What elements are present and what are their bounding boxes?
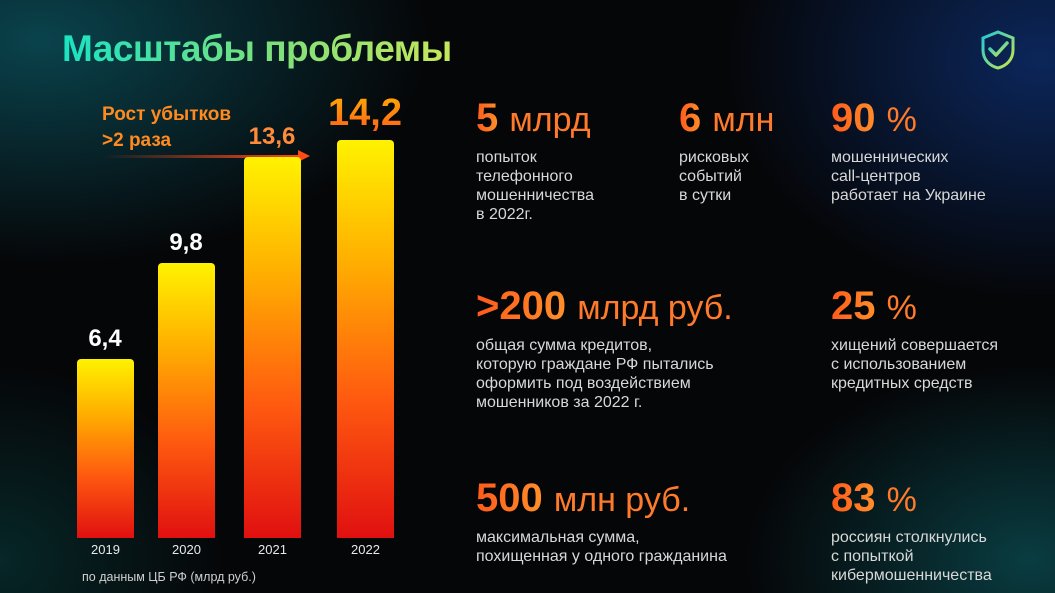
stat-number: 500 (476, 476, 543, 520)
stat-headline: 90 % (831, 96, 986, 142)
arrow-right-icon (298, 150, 310, 162)
stat-number: 25 (831, 284, 876, 328)
stat-block: 25 % хищений совершается с использованием к… (831, 284, 998, 393)
stat-number: 6 (679, 96, 702, 140)
stat-block: 500 млн руб. максимальная сумма, похищенна… (476, 476, 727, 566)
bar-2020 (158, 263, 215, 538)
stat-headline: 5 млрд (476, 96, 594, 142)
stat-description: хищений совершается с использованием креди… (831, 336, 998, 393)
stat-headline: 25 % (831, 284, 998, 330)
bar-value-label: 13,6 (248, 122, 296, 150)
stat-description: мошеннических call-центров работает на Укр… (831, 148, 986, 205)
page-title: Масштабы проблемы (62, 28, 452, 69)
stat-headline: 83 % (831, 476, 992, 522)
stat-description-line: работает на Украине (831, 187, 986, 204)
stat-description-line: событий (679, 168, 742, 185)
stat-headline: 6 млн (679, 96, 774, 142)
bar-2022 (337, 140, 394, 538)
stat-block: 5 млрд попыток телефонного мошенничества в 2… (476, 96, 594, 224)
stat-description-line: кредитных средств (831, 375, 973, 392)
stat-description-line: в 2022г. (476, 206, 533, 223)
stat-description: максимальная сумма, похищенная у одного г… (476, 528, 727, 566)
growth-line-1: Рост убытков (102, 104, 232, 125)
stat-unit: млрд руб. (577, 289, 733, 327)
bar-value-label: 9,8 (169, 229, 203, 257)
x-tick-label: 2019 (91, 542, 120, 557)
stat-description-line: кибермошенничества (831, 567, 992, 584)
stat-description-line: россиян столкнулись (831, 529, 987, 546)
stat-number: 83 (831, 476, 876, 520)
stat-block: 90 % мошеннических call-центров работает на… (831, 96, 986, 205)
stat-number: >200 (476, 284, 567, 328)
stat-description-line: в сутки (679, 187, 732, 204)
stat-unit: % (886, 289, 917, 327)
bar-2021 (244, 156, 301, 538)
stat-description-line: хищений совершается (831, 337, 999, 354)
growth-annotation: Рост убытков >2 раза (102, 102, 231, 154)
stat-description-line: попыток (476, 149, 537, 166)
stat-headline: 500 млн руб. (476, 476, 727, 522)
stat-description-line: максимальная сумма, (476, 529, 640, 546)
stat-block: 83 % россиян столкнулись с попыткой кибермо… (831, 476, 992, 585)
stat-description-line: мошенничества (476, 187, 595, 204)
stat-unit: % (886, 101, 917, 139)
bar-value-label: 14,2 (310, 92, 420, 135)
stat-description-line: телефонного (476, 168, 573, 185)
bar-2019 (77, 358, 134, 538)
stat-description-line: с использованием (831, 356, 967, 373)
stat-description: россиян столкнулись с попыткой кибермошенн… (831, 528, 992, 585)
stat-unit: млн руб. (553, 481, 691, 519)
stat-description: попыток телефонного мошенничества в 2022г. (476, 148, 594, 224)
stat-description-line: мошенников за 2022 г. (476, 394, 643, 411)
stat-unit: млн (712, 101, 775, 139)
stat-description-line: которую граждане РФ пытались (476, 356, 714, 373)
bar-value-label: 6,4 (88, 324, 122, 352)
stat-description-line: call-центров (831, 168, 921, 185)
growth-arrow-line (102, 155, 302, 158)
stat-block: >200 млрд руб. общая сумма кредитов, котор… (476, 284, 733, 412)
x-tick-label: 2022 (351, 542, 380, 557)
stat-unit: млрд (509, 101, 591, 139)
stat-block: 6 млн рисковых событий в сутки (679, 96, 774, 205)
x-tick-label: 2020 (172, 542, 201, 557)
stat-number: 90 (831, 96, 876, 140)
stat-description-line: с попыткой (831, 548, 914, 565)
shield-check-icon (981, 30, 1015, 70)
stat-unit: % (886, 481, 917, 519)
stat-description-line: мошеннических (831, 149, 949, 166)
growth-line-2: >2 раза (102, 130, 172, 151)
stat-description-line: оформить под воздействием (476, 375, 691, 392)
stat-number: 5 (476, 96, 499, 140)
x-tick-label: 2021 (258, 542, 287, 557)
stat-headline: >200 млрд руб. (476, 284, 733, 330)
stat-description-line: общая сумма кредитов, (476, 337, 653, 354)
stat-description: рисковых событий в сутки (679, 148, 774, 205)
source-note: по данным ЦБ РФ (млрд руб.) (82, 570, 256, 584)
stat-description-line: рисковых (679, 149, 749, 166)
stat-description: общая сумма кредитов, которую граждане РФ… (476, 336, 733, 412)
stat-description-line: похищенная у одного гражданина (476, 548, 727, 565)
